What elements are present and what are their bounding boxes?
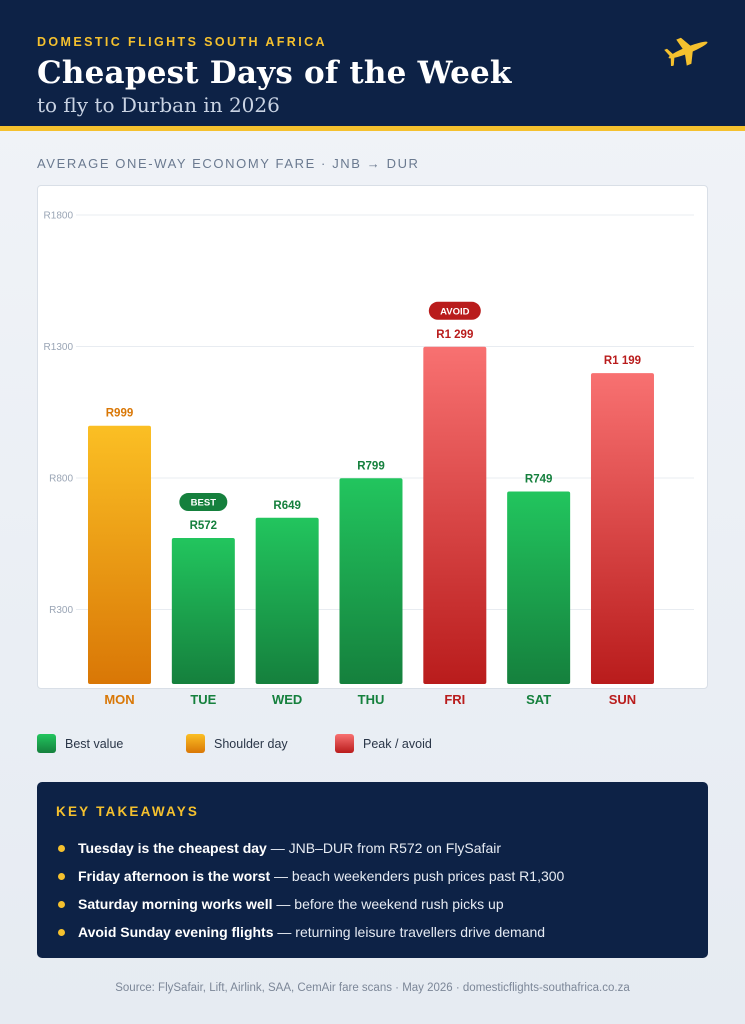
x-tick-label: THU	[358, 692, 385, 707]
takeaway-headline: Avoid Sunday evening flights	[78, 924, 274, 940]
takeaway-text: Avoid Sunday evening flights — returning…	[78, 924, 545, 940]
header-banner: DOMESTIC FLIGHTS SOUTH AFRICA Cheapest D…	[0, 0, 745, 126]
airplane-icon	[664, 37, 708, 66]
y-tick-label: R300	[49, 605, 73, 616]
badge-best	[179, 493, 228, 512]
legend-label: Shoulder day	[214, 736, 288, 751]
header-accent-stripe	[0, 126, 745, 131]
fare-bar-chart: R300 R800 R1300 R1800 R999 MON R572 TUE BEST R649…	[44, 211, 694, 707]
y-tick-label: R1800	[44, 211, 74, 222]
bar-value-label: R999	[106, 408, 134, 420]
bar-value-label: R649	[273, 500, 301, 512]
takeaway-detail: — beach weekenders push prices past R1,3…	[270, 868, 565, 884]
takeaways-title: KEY TAKEAWAYS	[56, 804, 200, 819]
bar-sat	[507, 491, 571, 684]
takeaway-detail: — returning leisure travellers drive dem…	[273, 924, 546, 940]
page-subtitle: to fly to Durban in 2026	[37, 93, 280, 117]
chart-legend: Best value Shoulder day Peak / avoid	[37, 734, 708, 756]
legend-label: Best value	[65, 736, 124, 751]
legend-label: Peak / avoid	[363, 736, 432, 751]
bar-tue	[171, 538, 235, 684]
x-tick-label: FRI	[444, 692, 465, 707]
source-note: Source: FlySafair, Lift, Airlink, SAA, C…	[115, 982, 630, 994]
y-tick-label: R800	[49, 474, 73, 485]
chart-section-label: AVERAGE ONE-WAY ECONOMY FARE · JNB → DUR	[37, 156, 420, 171]
bullet-icon	[58, 872, 65, 880]
legend-item-best: Best value	[37, 734, 123, 753]
bar-wed	[255, 517, 319, 684]
legend-item-shoulder: Shoulder day	[186, 734, 288, 753]
x-tick-label: WED	[272, 692, 302, 707]
x-tick-label: MON	[104, 692, 134, 707]
bullet-icon	[58, 844, 65, 852]
chart-card: R300 R800 R1300 R1800 R999 MON R572 TUE BEST R649…	[37, 185, 708, 707]
bar-value-label: R799	[357, 460, 385, 472]
bullet-icon	[58, 900, 65, 908]
takeaway-headline: Tuesday is the cheapest day	[78, 840, 267, 856]
takeaway-item: Avoid Sunday evening flights — returning…	[58, 918, 698, 946]
bar-value-label: R572	[190, 520, 218, 532]
x-tick-label: SAT	[526, 692, 551, 707]
bar-value-label: R749	[525, 473, 553, 485]
key-takeaways-panel: KEY TAKEAWAYS Tuesday is the cheapest da…	[37, 782, 708, 958]
takeaway-text: Saturday morning works well — before the…	[78, 896, 504, 912]
legend-item-peak: Peak / avoid	[335, 734, 432, 753]
y-tick-label: R1300	[44, 342, 74, 353]
legend-swatch	[37, 734, 56, 753]
bar-mon	[88, 425, 151, 684]
takeaways-list: Tuesday is the cheapest day — JNB–DUR fr…	[58, 834, 698, 946]
x-tick-label: SUN	[609, 692, 636, 707]
bar-sun	[590, 373, 654, 684]
x-tick-label: TUE	[190, 692, 216, 707]
takeaway-detail: — before the weekend rush picks up	[272, 896, 504, 912]
bar-value-label: R1 199	[604, 355, 641, 367]
takeaway-item: Tuesday is the cheapest day — JNB–DUR fr…	[58, 834, 698, 862]
bar-value-label: R1 299	[436, 329, 473, 341]
takeaway-text: Friday afternoon is the worst — beach we…	[78, 868, 564, 884]
takeaway-text: Tuesday is the cheapest day — JNB–DUR fr…	[78, 840, 501, 856]
bar-thu	[339, 478, 403, 684]
bar-fri	[423, 346, 487, 684]
legend-swatch	[186, 734, 205, 753]
header-eyebrow: DOMESTIC FLIGHTS SOUTH AFRICA	[37, 35, 327, 49]
badge-label: AVOID	[440, 306, 470, 317]
takeaway-item: Saturday morning works well — before the…	[58, 890, 698, 918]
takeaway-headline: Saturday morning works well	[78, 896, 273, 912]
legend-swatch	[335, 734, 354, 753]
takeaway-headline: Friday afternoon is the worst	[78, 868, 271, 884]
badge-label: BEST	[191, 498, 217, 509]
takeaway-item: Friday afternoon is the worst — beach we…	[58, 862, 698, 890]
page-title: Cheapest Days of the Week	[37, 55, 512, 91]
takeaway-detail: — JNB–DUR from R572 on FlySafair	[266, 840, 502, 856]
bullet-icon	[58, 928, 65, 936]
badge-avoid	[428, 301, 481, 320]
